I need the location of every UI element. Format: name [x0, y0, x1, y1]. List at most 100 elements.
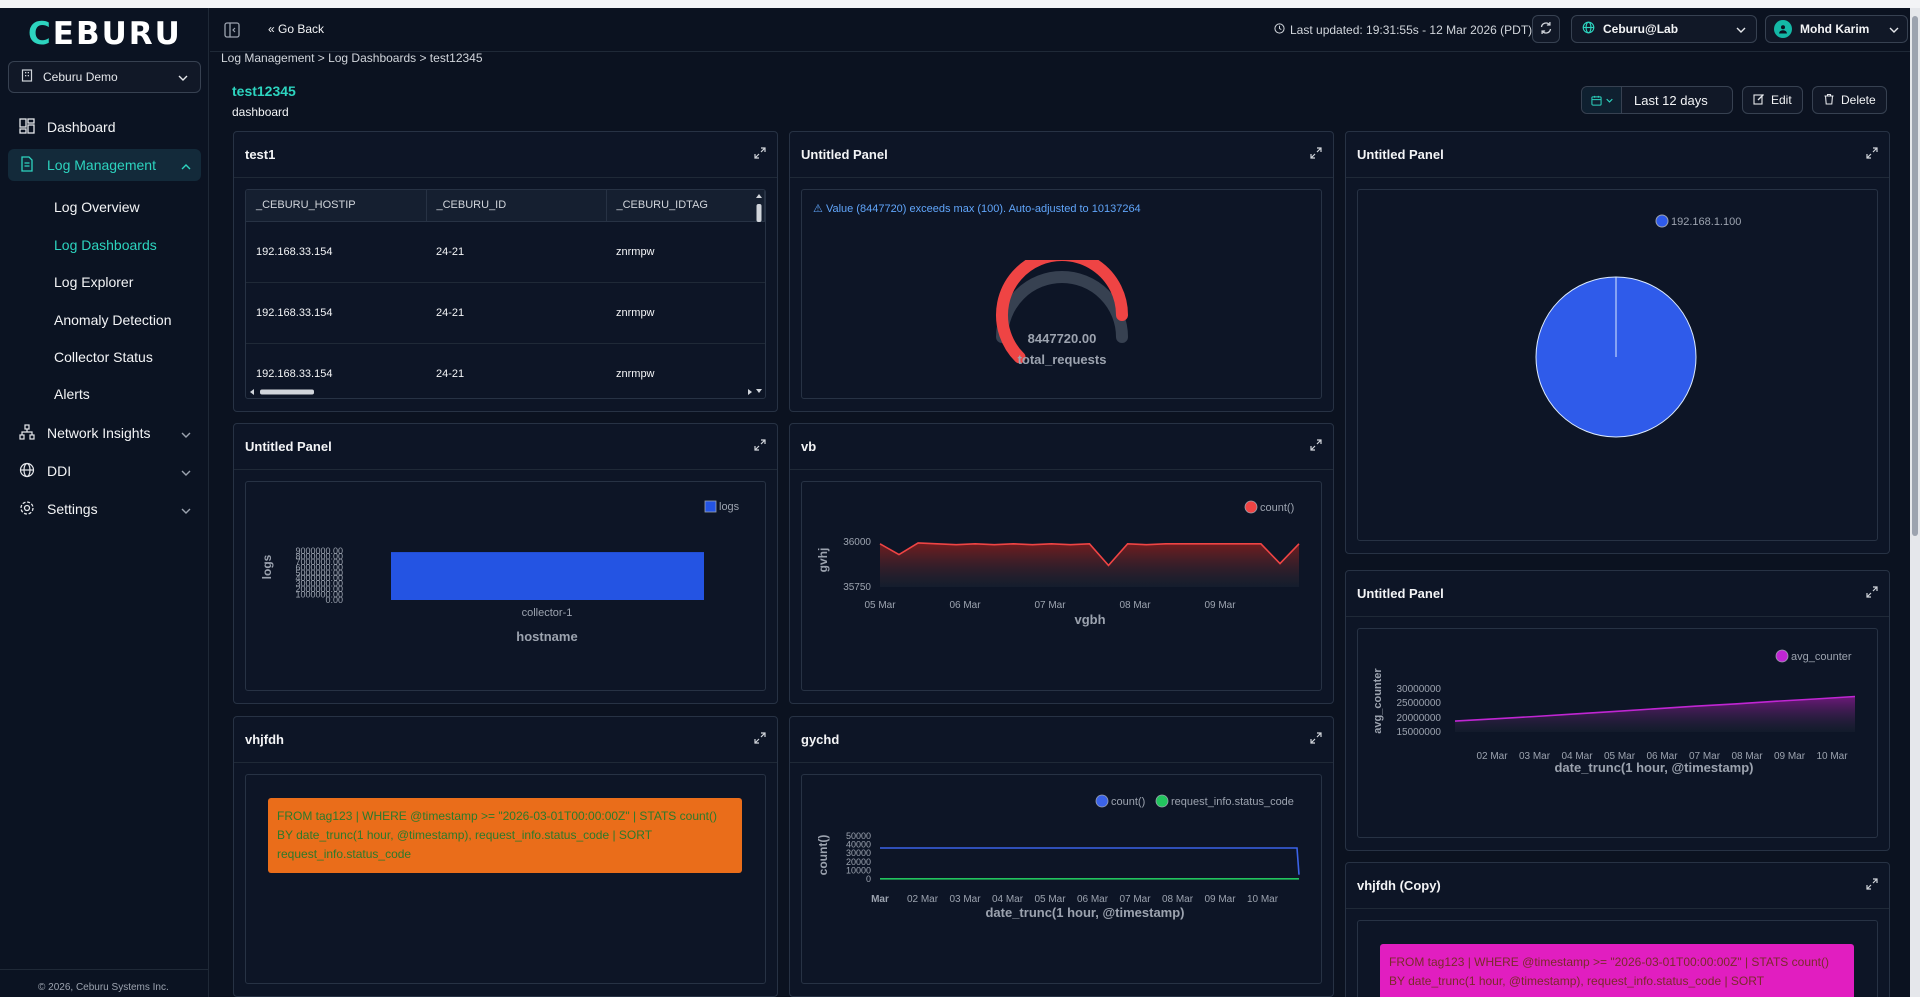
x-tick-label: Mar [871, 894, 889, 905]
legend-label: count() [1111, 796, 1145, 808]
page-scrollbar[interactable] [1910, 8, 1920, 997]
expand-icon[interactable] [754, 732, 766, 747]
refresh-button[interactable] [1532, 15, 1560, 43]
expand-icon[interactable] [1310, 732, 1322, 747]
panel-gauge: Untitled Panel ⚠ Value (8447720) exceeds… [789, 131, 1334, 412]
column-header[interactable]: _CEBURU_IDTAG [606, 190, 765, 222]
nav-log-dashboards[interactable]: Log Dashboards [54, 237, 157, 253]
gear-icon [19, 500, 35, 519]
nav-log-overview[interactable]: Log Overview [54, 199, 140, 215]
gauge-value: 8447720.00 [1028, 331, 1097, 346]
legend-swatch [1095, 794, 1109, 808]
nav-log-management[interactable]: Log Management [8, 149, 201, 181]
user-menu[interactable]: Mohd Karim [1765, 15, 1908, 43]
panel-avg-counter: Untitled Panel avg_counter avg_counter 3… [1345, 570, 1890, 851]
area-fill [880, 542, 1299, 587]
globe-icon [1582, 21, 1595, 37]
delete-button[interactable]: Delete [1812, 86, 1887, 114]
y-tick-label: 0 [866, 874, 871, 884]
clock-icon [1274, 23, 1285, 37]
globe-icon [19, 462, 35, 481]
legend-label: request_info.status_code [1171, 796, 1294, 808]
x-tick-label: 07 Mar [1034, 600, 1066, 611]
avatar [1774, 20, 1792, 38]
panel-title: vhjfdh [245, 732, 284, 747]
vertical-scrollbar[interactable] [755, 192, 763, 397]
nav-label: Dashboard [47, 119, 116, 135]
nav-ddi[interactable]: DDI [8, 455, 201, 487]
go-back-button[interactable]: « Go Back [268, 22, 324, 36]
nav-network-insights[interactable]: Network Insights [8, 417, 201, 449]
column-header[interactable]: _CEBURU_HOSTIP [246, 190, 427, 222]
y-tick-label: 1000000.00 [295, 590, 343, 600]
y-tick-label: 4000000.00 [295, 573, 343, 583]
data-table: _CEBURU_HOSTIP _CEBURU_ID _CEBURU_IDTAG … [245, 189, 766, 399]
bar [391, 552, 704, 600]
edit-icon [1753, 93, 1765, 108]
org-name: Ceburu Demo [43, 70, 118, 84]
gychd-body: count() request_info.status_code count()… [801, 774, 1322, 984]
x-axis-title: date_trunc(1 hour, @timestamp) [985, 905, 1184, 920]
x-tick-label: 03 Mar [1519, 751, 1551, 762]
expand-icon[interactable] [1310, 147, 1322, 162]
nav-collector-status[interactable]: Collector Status [54, 349, 153, 365]
copyright: © 2026, Ceburu Systems Inc. [38, 982, 169, 993]
table-cell: 192.168.33.154 [246, 343, 426, 398]
warning-text: Value (8447720) exceeds max (100). Auto-… [825, 203, 1141, 215]
x-tick-label: 09 Mar [1204, 600, 1236, 611]
chevron-up-icon [181, 157, 191, 173]
expand-icon[interactable] [754, 147, 766, 162]
page-title: test12345 [232, 83, 296, 99]
y-tick-label: 7000000.00 [295, 557, 343, 567]
panel-title: Untitled Panel [1357, 586, 1444, 601]
x-tick-label: 02 Mar [1476, 751, 1508, 762]
expand-icon[interactable] [754, 439, 766, 454]
y-tick-label: 25000000 [1397, 698, 1442, 709]
expand-icon[interactable] [1866, 878, 1878, 893]
expand-icon[interactable] [1310, 439, 1322, 454]
gauge-metric: total_requests [1018, 352, 1107, 367]
chevron-down-icon [181, 425, 191, 441]
edit-button[interactable]: Edit [1742, 86, 1803, 114]
y-tick-label: 9000000.00 [295, 546, 343, 556]
gauge-chart: 8447720.00 total_requests [996, 260, 1128, 367]
horizontal-scrollbar[interactable] [248, 388, 758, 396]
nav-log-explorer[interactable]: Log Explorer [54, 274, 134, 290]
sidebar-toggle-icon[interactable] [221, 19, 243, 41]
x-tick-label: 10 Mar [1816, 751, 1848, 762]
avg-body: avg_counter avg_counter 30000000 2500000… [1357, 628, 1878, 838]
org-selector[interactable]: Ceburu Demo [8, 61, 201, 93]
legend-label: count() [1260, 502, 1294, 514]
page-subtitle: dashboard [232, 105, 289, 119]
x-tick-label: 05 Mar [1034, 894, 1066, 905]
expand-icon[interactable] [1866, 147, 1878, 162]
nav-alerts[interactable]: Alerts [54, 386, 90, 402]
x-axis-title: vgbh [1074, 612, 1105, 627]
x-tick-label: 07 Mar [1119, 894, 1151, 905]
line-chart: count() request_info.status_code count()… [816, 794, 1300, 920]
table-cell: 192.168.33.154 [246, 282, 426, 344]
time-range-picker[interactable]: Last 12 days [1581, 86, 1733, 114]
sidebar: CEBURU Ceburu Demo Dashboard Log Managem… [0, 8, 209, 997]
series-line [879, 542, 1300, 567]
nav-dashboard[interactable]: Dashboard [8, 111, 201, 143]
legend-swatch [1244, 500, 1258, 514]
bar-chart: logs logs 9000000.008000000.007000000.00… [260, 500, 740, 644]
query-text: FROM tag123 | WHERE @timestamp >= "2026-… [268, 798, 742, 873]
tenant-selector[interactable]: Ceburu@Lab [1571, 15, 1757, 43]
nav-anomaly-detection[interactable]: Anomaly Detection [54, 312, 172, 328]
panel-header: vhjfdh (Copy) [1346, 863, 1889, 909]
panel-header: Untitled Panel [1346, 571, 1889, 617]
expand-icon[interactable] [1866, 586, 1878, 601]
nav-settings[interactable]: Settings [8, 493, 201, 525]
y-axis-title: gvhj [816, 548, 830, 573]
x-tick-label: 07 Mar [1689, 751, 1721, 762]
edit-label: Edit [1771, 93, 1792, 107]
column-header[interactable]: _CEBURU_ID [426, 190, 607, 222]
page-scrollbar-thumb[interactable] [1912, 16, 1918, 536]
last-updated: Last updated: 19:31:55s - 12 Mar 2026 (P… [1274, 23, 1532, 37]
go-back-label: Go Back [278, 22, 325, 36]
table-cell: 24-21 [426, 282, 606, 344]
panel-test1: test1 _CEBURU_HOSTIP _CEBURU_ID _CEBURU_… [233, 131, 778, 412]
table-cell: 24-21 [426, 221, 606, 283]
